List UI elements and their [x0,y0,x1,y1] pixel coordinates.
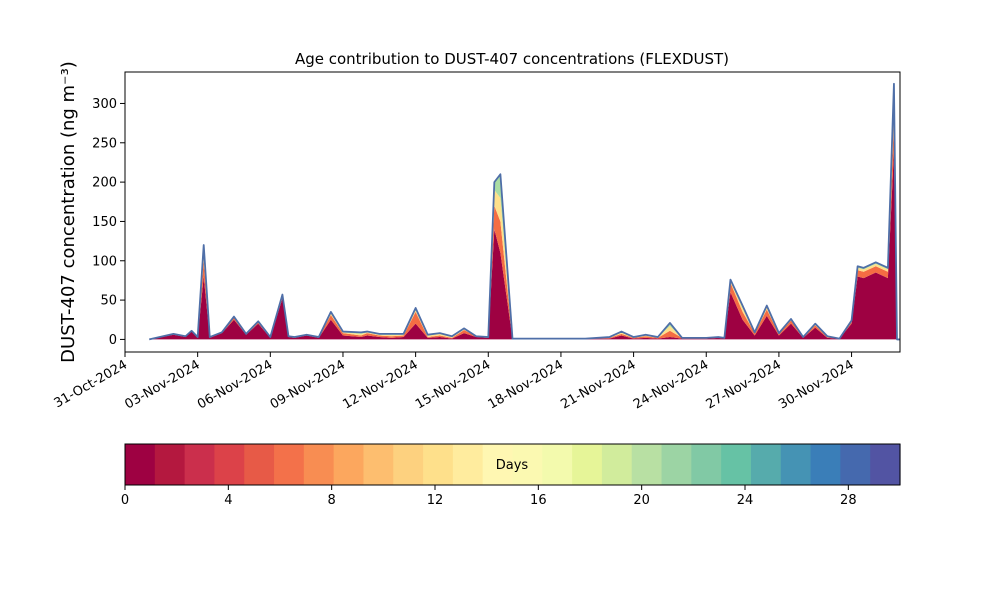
colorbar-tick-label: 20 [633,493,650,508]
colorbar-segment [810,444,841,485]
x-tick-label: 31-Oct-2024 [52,357,130,411]
colorbar-segment [750,444,782,485]
y-axis-ticks: 0 50 100 150 200 250 300 [92,97,125,348]
area-series-0 [149,150,900,340]
colorbar-segment [393,444,424,485]
colorbar-label: Days [496,458,529,473]
colorbar-tick-label: 24 [737,493,754,508]
x-tick-label: 27-Nov-2024 [704,357,784,412]
y-tick-label: 50 [100,294,117,309]
y-tick-label: 150 [92,215,117,230]
x-tick-label: 09-Nov-2024 [268,357,348,412]
colorbar-segment [572,444,603,485]
colorbar-segment [274,444,305,485]
colorbar-segment [840,444,871,485]
stacked-areas [149,82,900,341]
colorbar-segment [363,444,394,485]
x-tick-label: 21-Nov-2024 [558,357,638,412]
colorbar-tick-label: 16 [530,493,547,508]
area-series-3 [149,83,900,340]
x-axis-ticks: 31-Oct-202403-Nov-202406-Nov-202409-Nov-… [52,352,857,412]
colorbar-tick-label: 28 [840,493,857,508]
y-axis-label: DUST-407 concentration (ng m⁻³) [58,61,79,363]
colorbar-segment [631,444,663,485]
colorbar-segment [303,444,335,485]
colorbar-segment [333,444,365,485]
colorbar-ticks: 0 4 8 12 16 20 24 28 [121,485,857,508]
y-tick-label: 300 [92,97,117,112]
y-tick-label: 200 [92,176,117,191]
x-tick-label: 06-Nov-2024 [195,357,275,412]
x-tick-label: 18-Nov-2024 [486,357,566,412]
x-tick-label: 30-Nov-2024 [776,357,856,412]
colorbar-segment [125,444,156,485]
total-outline [149,82,900,341]
colorbar-tick-label: 4 [224,493,232,508]
colorbar-tick-label: 12 [427,493,444,508]
colorbar [125,444,901,485]
x-tick-label: 15-Nov-2024 [413,357,493,412]
colorbar-segment [184,444,216,485]
colorbar-segment [244,444,275,485]
colorbar-segment [721,444,752,485]
colorbar-segment [661,444,692,485]
colorbar-segment [691,444,722,485]
colorbar-segment [601,444,633,485]
y-tick-label: 0 [109,333,117,348]
plot-frame [124,71,901,353]
x-tick-label: 24-Nov-2024 [631,357,711,412]
colorbar-segment [512,444,543,485]
colorbar-segment [870,444,901,485]
colorbar-segment [423,444,454,485]
colorbar-segment [154,444,186,485]
x-tick-label: 12-Nov-2024 [340,357,420,412]
x-tick-label: 03-Nov-2024 [122,357,202,412]
area-series-1 [149,119,900,340]
colorbar-segment [452,444,484,485]
colorbar-tick-label: 0 [121,493,129,508]
chart-title: Age contribution to DUST-407 concentrati… [295,50,729,68]
area-series-2 [149,95,900,340]
y-tick-label: 250 [92,136,117,151]
colorbar-segment [780,444,812,485]
y-tick-label: 100 [92,254,117,269]
colorbar-tick-label: 8 [328,493,336,508]
colorbar-frame [124,443,901,486]
colorbar-segment [542,444,573,485]
colorbar-segment [214,444,245,485]
colorbar-segment [482,444,514,485]
